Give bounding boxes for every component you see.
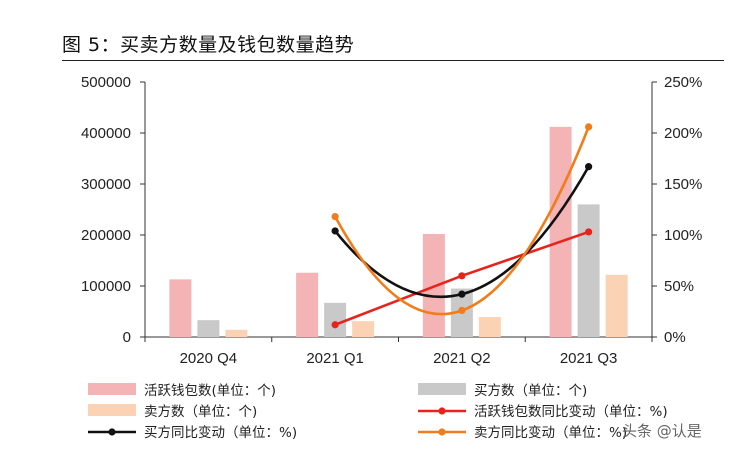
bar-s1-2020-q4 bbox=[197, 320, 220, 337]
x-tick-label: 2021 Q3 bbox=[560, 350, 618, 367]
left-tick-label: 300000 bbox=[81, 176, 131, 193]
line-series bbox=[331, 123, 593, 329]
line-point-1-0 bbox=[331, 227, 339, 235]
x-axis-labels: 2020 Q4 2021 Q1 2021 Q2 2021 Q3 bbox=[180, 350, 618, 367]
line-point-2-0 bbox=[331, 213, 339, 221]
bar-s2-2021-q1 bbox=[352, 321, 375, 337]
x-tick-label: 2021 Q2 bbox=[433, 350, 491, 367]
legend-label-0: 活跃钱包数(单位：个) bbox=[144, 383, 276, 399]
line-point-1-1 bbox=[458, 290, 466, 298]
bar-s1-2021-q3 bbox=[577, 204, 600, 337]
bar-series bbox=[169, 126, 628, 337]
bar-s0-2021-q1 bbox=[296, 272, 319, 337]
legend-label-3: 活跃钱包数同比变动（单位：%) bbox=[474, 404, 668, 420]
x-tick-label: 2021 Q1 bbox=[306, 350, 364, 367]
legend-label-5: 卖方同比变动（单位：%) bbox=[474, 425, 627, 441]
left-axis-ticks: 0 100000 200000 300000 400000 500000 bbox=[81, 74, 145, 346]
watermark: 头条 @认是 bbox=[622, 422, 702, 440]
bar-s2-2021-q2 bbox=[478, 317, 501, 337]
left-tick-label: 0 bbox=[123, 329, 131, 346]
legend-label-1: 买方数（单位：个) bbox=[474, 383, 587, 399]
left-tick-label: 500000 bbox=[81, 74, 131, 91]
right-tick-label: 50% bbox=[664, 278, 694, 295]
legend-swatch-dot-3 bbox=[438, 407, 446, 415]
line-point-0-2 bbox=[585, 228, 593, 236]
right-tick-label: 150% bbox=[664, 176, 702, 193]
right-tick-label: 0% bbox=[664, 329, 686, 346]
legend-swatch-dot-5 bbox=[438, 428, 446, 436]
bar-s2-2020-q4 bbox=[225, 329, 248, 337]
right-tick-label: 250% bbox=[664, 74, 702, 91]
bar-s2-2021-q3 bbox=[605, 274, 628, 337]
bar-s0-2020-q4 bbox=[169, 279, 192, 337]
right-tick-label: 200% bbox=[664, 125, 702, 142]
title-rule bbox=[62, 60, 724, 61]
left-tick-label: 100000 bbox=[81, 278, 131, 295]
legend-swatch-dot-4 bbox=[108, 428, 116, 436]
right-tick-label: 100% bbox=[664, 227, 702, 244]
line-point-2-1 bbox=[458, 306, 466, 315]
bar-s1-2021-q1 bbox=[324, 302, 347, 337]
figure-title: 图 5：买卖方数量及钱包数量趋势 bbox=[62, 34, 355, 56]
line-point-2-2 bbox=[585, 123, 593, 131]
line-point-1-2 bbox=[585, 163, 593, 171]
legend-label-4: 买方同比变动（单位：%) bbox=[144, 425, 297, 441]
legend: 活跃钱包数(单位：个) 买方数（单位：个) 卖方数（单位：个) 活跃钱包数同比变动（单… bbox=[88, 383, 668, 441]
x-tick-label: 2020 Q4 bbox=[180, 350, 238, 367]
line-point-0-0 bbox=[331, 321, 339, 329]
legend-swatch-bar-1 bbox=[418, 383, 466, 395]
right-axis-ticks: 0% 50% 100% 150% 200% 250% bbox=[652, 74, 702, 346]
legend-swatch-bar-0 bbox=[88, 383, 136, 395]
legend-swatch-bar-2 bbox=[88, 404, 136, 416]
legend-label-2: 卖方数（单位：个) bbox=[144, 404, 257, 420]
left-tick-label: 400000 bbox=[81, 125, 131, 142]
left-tick-label: 200000 bbox=[81, 227, 131, 244]
line-point-0-1 bbox=[458, 272, 466, 280]
bar-s0-2021-q3 bbox=[549, 126, 572, 337]
plot-frame bbox=[144, 82, 653, 342]
